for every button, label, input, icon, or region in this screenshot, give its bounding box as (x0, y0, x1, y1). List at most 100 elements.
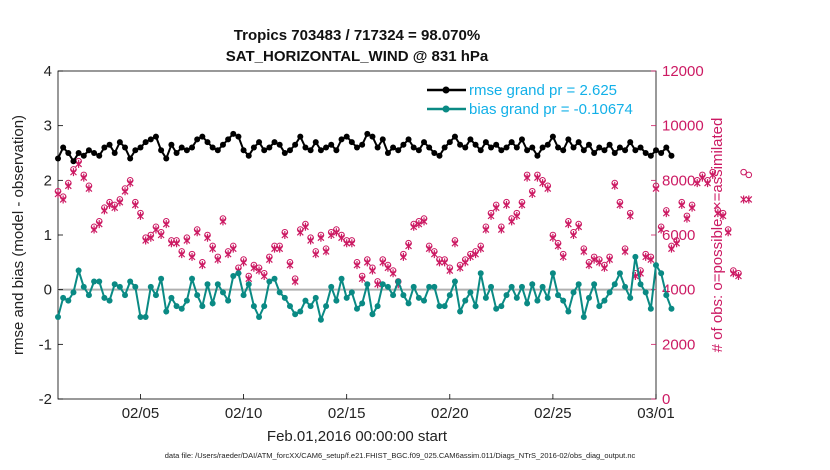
obs-assimilated-point (317, 233, 325, 242)
rmse-point (379, 136, 386, 143)
obs-assimilated-point (142, 236, 150, 245)
rmse-point (467, 136, 474, 143)
obs-assimilated-point (518, 200, 526, 209)
bias-point (503, 292, 510, 299)
rmse-point (91, 150, 98, 156)
bias-point (91, 278, 98, 285)
bias-point (647, 305, 654, 312)
rmse-point (183, 147, 190, 154)
bias-point (60, 294, 67, 301)
bias-point (379, 281, 386, 288)
rmse-point (565, 136, 572, 143)
x-tick-label: 02/05 (122, 405, 160, 422)
bias-point (606, 289, 613, 296)
rmse-point (622, 147, 629, 154)
bias-point (642, 289, 649, 296)
rmse-point (250, 144, 257, 151)
rmse-point (348, 139, 355, 146)
obs-assimilated-point (673, 239, 681, 248)
bias-point (585, 294, 592, 301)
left-tick-label: -2 (39, 391, 52, 408)
obs-assimilated-point (570, 231, 577, 239)
rmse-point (415, 147, 422, 154)
bias-point (565, 308, 572, 315)
rmse-point (317, 147, 324, 154)
bias-point (601, 297, 608, 304)
bias-point (560, 297, 567, 304)
obs-assimilated-point (152, 225, 160, 234)
x-tick-label: 02/15 (328, 405, 366, 422)
bias-point (580, 314, 587, 320)
legend-bias-marker (442, 105, 450, 113)
bias-point (127, 278, 134, 285)
obs-assimilated-point (683, 214, 691, 223)
obs-assimilated-point (534, 173, 541, 182)
bias-point (178, 305, 185, 312)
obs-assimilated-point (121, 187, 129, 196)
right-axis-ticks: 12000 10000 8000 6000 4000 2000 0 (651, 63, 704, 408)
rmse-point (560, 147, 567, 154)
obs-assimilated-point (399, 252, 407, 261)
bias-point (575, 281, 582, 288)
obs-assimilated-point (564, 220, 572, 229)
plot-area (57, 70, 657, 400)
rmse-point (96, 152, 103, 159)
obs-assimilated-point (436, 258, 443, 267)
bias-point (297, 308, 304, 315)
rmse-point (281, 150, 288, 156)
rmse-point (286, 147, 293, 154)
rmse-point (354, 144, 360, 151)
obs-assimilated-point (595, 258, 603, 267)
rmse-point (441, 144, 448, 151)
obs-assimilated-point (183, 236, 191, 245)
right-tick-label: 12000 (662, 63, 704, 80)
bias-point (250, 303, 257, 310)
rmse-point (575, 139, 582, 146)
obs-assimilated-point (451, 239, 459, 248)
obs-assimilated-point (461, 258, 469, 267)
obs-assimilated-point (446, 266, 454, 275)
obs-assimilated-point (389, 269, 397, 278)
rmse-point (328, 141, 335, 148)
legend-rmse-label: rmse grand pr = 2.625 (469, 82, 617, 99)
bias-point (441, 303, 448, 310)
obs-assimilated-point (111, 203, 119, 212)
obs-assimilated-point (157, 231, 165, 239)
obs-assimilated-point (626, 211, 634, 220)
obs-assimilated-point (188, 252, 196, 261)
bias-point (622, 283, 629, 290)
obs-assimilated-point (281, 231, 289, 239)
obs-assimilated-point (198, 261, 206, 270)
obs-assimilated-point (466, 252, 474, 261)
rmse-point (493, 141, 500, 148)
obs-assimilated-point (353, 261, 361, 270)
bias-point (426, 283, 433, 290)
bias-point (214, 281, 221, 288)
rmse-point (405, 136, 412, 143)
bias-point (292, 311, 299, 318)
rmse-point (302, 144, 309, 151)
bias-point (147, 283, 154, 290)
bias-point (493, 305, 500, 312)
rmse-point (219, 141, 226, 148)
bias-point (544, 294, 551, 301)
bias-point (122, 292, 129, 299)
legend: rmse grand pr = 2.625 bias grand pr = -0… (427, 82, 633, 118)
rmse-point (668, 152, 675, 159)
bias-point (436, 303, 443, 310)
bias-point (256, 314, 263, 320)
rmse-point (80, 152, 87, 159)
bias-point (261, 303, 268, 310)
bias-point (137, 314, 144, 320)
obs-assimilated-point (487, 211, 495, 220)
rmse-series (55, 130, 675, 165)
rmse-point (240, 147, 247, 154)
obs-assimilated-point (379, 258, 387, 267)
x-tick-label: 03/01 (637, 405, 675, 422)
obs-assimilated-point (441, 258, 449, 267)
bias-point (266, 278, 273, 285)
bias-point (596, 303, 603, 310)
bias-point (513, 294, 520, 301)
bias-point (488, 283, 495, 290)
